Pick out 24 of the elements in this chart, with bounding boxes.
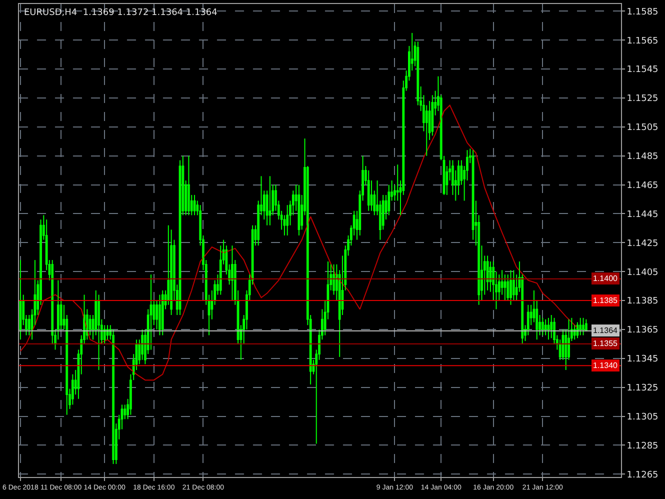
ref-line-label: 1.1340 — [593, 361, 618, 370]
y-tick-label: 1.1405 — [626, 268, 658, 278]
ref-line-label: 1.1364 — [593, 326, 618, 335]
y-tick-label: 1.1485 — [626, 152, 658, 162]
y-tick-label: 1.1345 — [626, 354, 658, 365]
y-tick-label: 1.1385 — [626, 296, 658, 307]
y-tick-label: 1.1425 — [626, 238, 658, 249]
y-tick-label: 1.1285 — [626, 441, 658, 452]
ref-line-label: 1.1400 — [593, 274, 618, 283]
y-tick-label: 1.1365 — [626, 326, 658, 336]
text: EURUSD,H4 1.1369 1.1372 1.1364 1.1364 — [24, 8, 218, 18]
y-tick-label: 1.1465 — [626, 180, 658, 191]
y-tick-label: 1.1585 — [626, 7, 658, 18]
y-tick-label: 1.1445 — [626, 210, 658, 220]
y-tick-label: 1.1325 — [626, 383, 658, 394]
y-tick-label: 1.1565 — [626, 36, 658, 46]
ref-line-label: 1.1355 — [593, 339, 618, 348]
line-series — [20, 104, 578, 381]
y-tick-label: 1.1305 — [626, 412, 658, 422]
y-tick-label: 1.1265 — [626, 470, 658, 480]
ref-line-label: 1.1385 — [593, 296, 618, 305]
y-tick-label: 1.1545 — [626, 65, 658, 76]
y-tick-label: 1.1505 — [626, 123, 658, 134]
y-tick-label: 1.1525 — [626, 94, 658, 104]
